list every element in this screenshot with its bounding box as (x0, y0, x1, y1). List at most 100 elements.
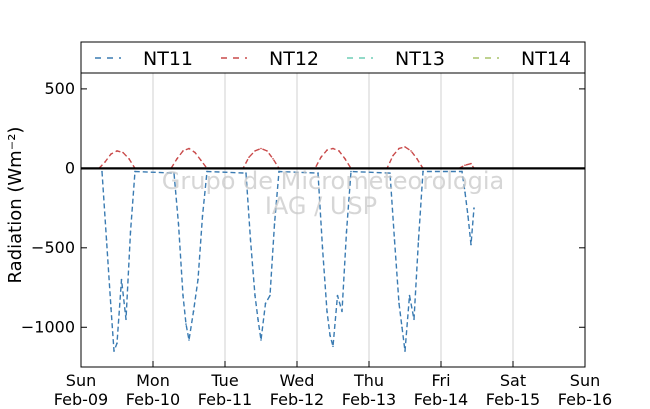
data-point-nt11 (321, 247, 324, 249)
data-point-nt11 (245, 172, 247, 174)
legend-label-nt12: NT12 (269, 48, 319, 70)
plot-frame (80, 72, 586, 368)
data-point-nt12 (416, 158, 418, 160)
data-point-nt11 (192, 310, 195, 313)
data-point-nt12 (128, 158, 130, 160)
y-axis-label: Radiation (Wm⁻²) (5, 127, 26, 284)
x-tick-date-label: Feb-15 (486, 390, 540, 409)
data-point-nt11 (278, 170, 280, 173)
data-point-nt11 (332, 345, 334, 348)
data-point-nt11 (408, 294, 411, 297)
legend-label-nt14: NT14 (521, 48, 571, 70)
data-point-nt11 (105, 239, 108, 241)
x-tick-day-label: Mon (136, 371, 170, 390)
data-point-nt11 (116, 342, 118, 345)
data-point-nt12 (176, 158, 178, 160)
data-point-nt11 (110, 307, 112, 310)
data-point-nt12 (464, 164, 466, 166)
watermark-line-1: Grupo de Micrometeorologia (162, 167, 504, 195)
x-tick-date-label: Feb-12 (270, 390, 324, 409)
x-tick-day-label: Tue (210, 371, 238, 390)
x-tick-date-label: Feb-13 (342, 390, 396, 409)
data-point-nt11 (101, 170, 103, 173)
data-point-nt11 (470, 243, 472, 246)
data-point-nt11 (422, 170, 424, 173)
data-point-nt11 (113, 350, 115, 352)
data-point-nt11 (336, 294, 339, 297)
x-tick-day-label: Sun (570, 371, 600, 390)
data-point-nt11 (177, 223, 180, 225)
data-point-nt12 (398, 147, 400, 150)
data-point-nt12 (122, 151, 124, 154)
data-point-nt11 (345, 231, 348, 233)
data-point-nt12 (188, 147, 190, 150)
data-point-nt11 (125, 318, 127, 321)
data-point-nt11 (188, 339, 190, 341)
data-point-nt11 (461, 170, 463, 173)
data-point-nt11 (206, 170, 208, 173)
data-point-nt11 (260, 339, 262, 341)
data-point-nt11 (464, 191, 466, 193)
data-point-nt11 (398, 302, 400, 305)
y-tick-label: −500 (31, 238, 75, 257)
data-point-nt12 (404, 146, 406, 148)
data-point-nt12 (320, 156, 322, 158)
x-tick-day-label: Fri (431, 371, 450, 390)
data-point-nt11 (401, 326, 403, 329)
x-tick-date-label: Feb-11 (198, 390, 252, 409)
data-point-nt11 (417, 239, 420, 241)
data-point-nt12 (116, 150, 118, 152)
data-point-nt11 (269, 294, 271, 297)
data-point-nt11 (201, 215, 204, 217)
data-point-nt11 (404, 350, 406, 352)
data-point-nt11 (249, 239, 252, 241)
data-point-nt11 (273, 223, 276, 225)
grid-lines (152, 73, 514, 367)
data-point-nt11 (129, 231, 132, 233)
data-point-nt11 (317, 172, 319, 174)
x-tick-date-label: Feb-14 (414, 390, 468, 409)
data-point-nt11 (467, 215, 469, 217)
y-tick-label: 500 (44, 79, 75, 98)
x-tick-date-label: Feb-10 (126, 390, 180, 409)
data-point-nt12 (266, 150, 268, 152)
axes: 5000−500−1000SunFeb-09MonFeb-10TueFeb-11… (21, 72, 612, 409)
data-point-nt12 (332, 147, 334, 150)
data-point-nt11 (173, 172, 175, 174)
data-point-nt11 (134, 170, 136, 173)
data-point-nt11 (389, 172, 391, 174)
x-tick-day-label: Thu (353, 371, 384, 390)
x-tick-day-label: Sat (500, 371, 526, 390)
data-point-nt11 (393, 239, 396, 241)
data-point-nt12 (104, 161, 106, 163)
data-point-nt12 (110, 153, 112, 155)
data-point-nt11 (413, 318, 415, 321)
data-point-nt12 (254, 150, 256, 152)
x-tick-date-label: Feb-16 (558, 390, 612, 409)
watermark: Grupo de Micrometeorologia IAG / USP (162, 167, 504, 220)
data-point-nt12 (200, 159, 202, 162)
data-point-nt12 (410, 150, 412, 152)
series-line-nt12 (98, 146, 475, 170)
legend-label-nt13: NT13 (395, 48, 445, 70)
data-point-nt12 (338, 150, 340, 152)
x-tick-day-label: Wed (280, 371, 315, 390)
data-point-nt12 (344, 158, 346, 160)
data-point-nt12 (272, 158, 274, 160)
data-point-nt11 (473, 207, 475, 209)
data-point-nt12 (182, 150, 184, 152)
x-tick-date-label: Feb-09 (54, 390, 108, 409)
legend-box (80, 41, 586, 74)
data-point-nt11 (182, 294, 184, 297)
data-point-nt12 (326, 149, 328, 151)
data-point-nt11 (120, 278, 123, 281)
legend: NT11 NT12 NT13 NT14 (80, 41, 586, 74)
data-point-nt11 (185, 323, 187, 325)
data-point-nt11 (341, 310, 343, 313)
legend-label-nt11: NT11 (143, 48, 193, 70)
y-tick-label: 0 (65, 158, 75, 177)
x-tick-day-label: Sun (66, 371, 96, 390)
series-line-nt11 (101, 170, 475, 352)
data-point-nt11 (350, 170, 352, 173)
